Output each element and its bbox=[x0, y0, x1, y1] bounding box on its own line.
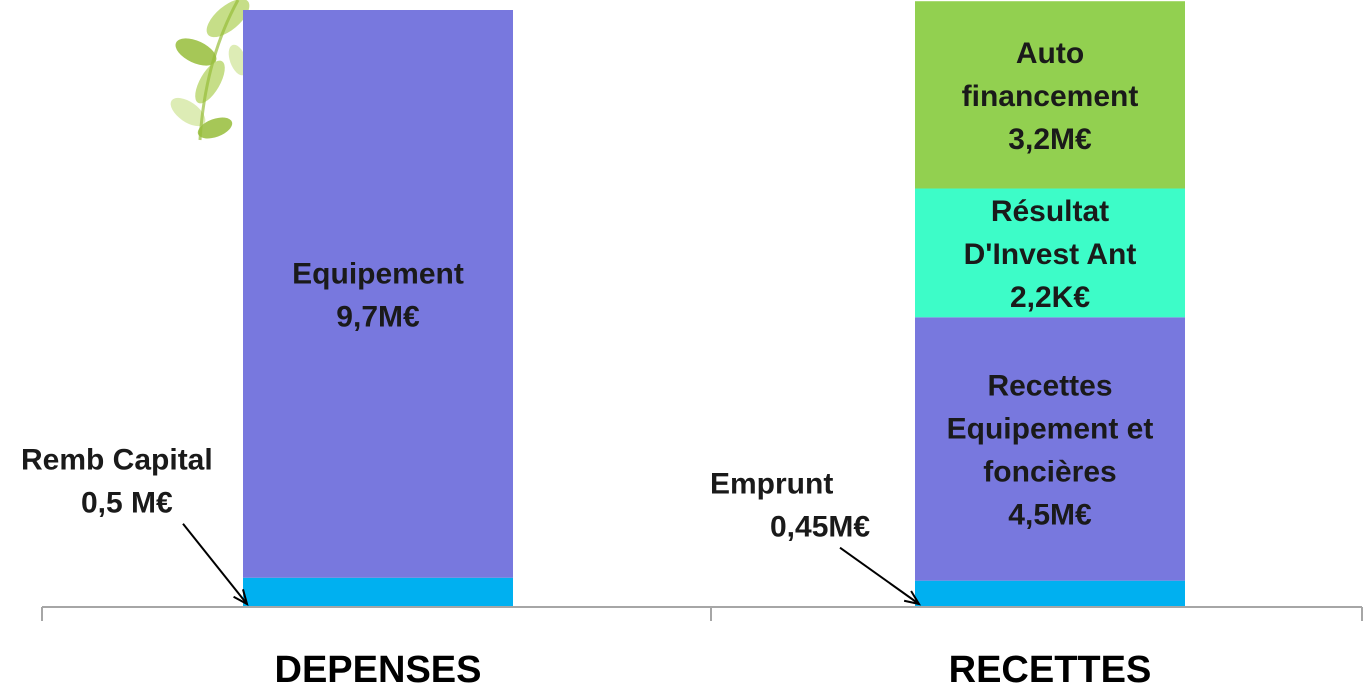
segment-label-recettes-equipement: Equipement et bbox=[947, 412, 1154, 445]
x-axis: DEPENSES RECETTES bbox=[41, 606, 1363, 687]
label-group: Remb Capital 0,5 M€ Equipement 9,7M€ Emprunt… bbox=[21, 37, 1154, 606]
bar-segment-emprunt bbox=[915, 580, 1185, 607]
segment-label-auto-financement: financement bbox=[962, 80, 1139, 113]
category-label-depenses: DEPENSES bbox=[275, 649, 482, 687]
segment-label-recettes-equipement: foncières bbox=[983, 455, 1116, 488]
segment-label-auto-financement: 3,2M€ bbox=[1008, 123, 1092, 156]
leaf-shape-5 bbox=[228, 44, 248, 76]
leaf-stem bbox=[198, 0, 240, 141]
leaf-shape-1 bbox=[175, 38, 217, 66]
callout-label-remb-capital: Remb Capital bbox=[21, 444, 213, 477]
bar-segment-equipement bbox=[243, 10, 513, 578]
segment-label-resultat-invest: Résultat bbox=[991, 195, 1109, 228]
callout-arrowhead-remb-capital bbox=[233, 589, 249, 606]
category-label-recettes: RECETTES bbox=[949, 649, 1152, 687]
callout-label-remb-capital: 0,5 M€ bbox=[81, 487, 173, 520]
bar-group bbox=[243, 1, 1185, 607]
leaf-decoration bbox=[170, 0, 250, 141]
leaf-shape-4 bbox=[197, 117, 233, 139]
segment-label-equipement: Equipement bbox=[292, 257, 464, 290]
bar-segment-recettes-equipement bbox=[915, 317, 1185, 581]
callout-label-emprunt: 0,45M€ bbox=[770, 511, 870, 544]
bar-segment-auto-financement bbox=[915, 1, 1185, 189]
callout-arrow-line-remb-capital bbox=[182, 523, 248, 605]
segment-label-auto-financement: Auto bbox=[1016, 37, 1084, 70]
callout-arrowhead-emprunt bbox=[903, 590, 922, 606]
leaf-shape-3 bbox=[170, 97, 206, 127]
segment-label-equipement: 9,7M€ bbox=[336, 300, 420, 333]
segment-label-resultat-invest: D'Invest Ant bbox=[964, 238, 1137, 271]
callout-label-emprunt: Emprunt bbox=[710, 468, 833, 501]
segment-label-recettes-equipement: Recettes bbox=[987, 369, 1112, 402]
leaf-shape-2 bbox=[195, 60, 225, 104]
segment-label-recettes-equipement: 4,5M€ bbox=[1008, 498, 1092, 531]
bar-segment-remb-capital bbox=[243, 577, 513, 607]
callout-arrow-line-emprunt bbox=[839, 546, 920, 605]
bar-segment-resultat-invest bbox=[915, 188, 1185, 318]
segment-label-resultat-invest: 2,2K€ bbox=[1010, 281, 1090, 314]
